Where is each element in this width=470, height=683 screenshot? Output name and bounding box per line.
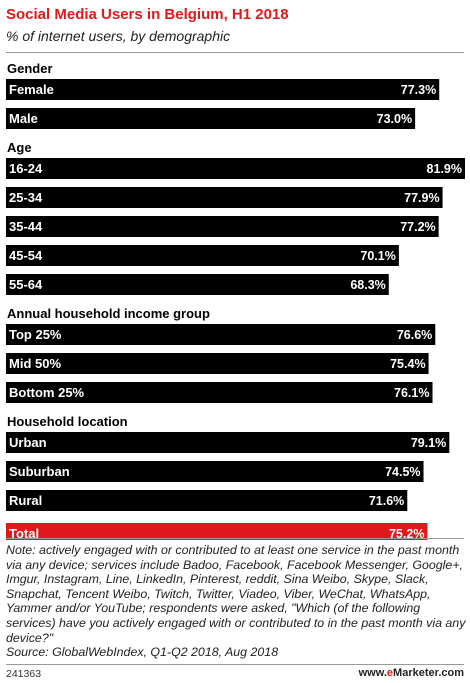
bar: [6, 353, 429, 374]
bar-value-label: 77.2%: [400, 220, 435, 234]
brand-name: Marketer: [393, 667, 439, 679]
bar: [6, 324, 436, 345]
bar-category-label: 16-24: [9, 161, 43, 176]
bar: [6, 158, 465, 179]
bar: [6, 432, 450, 453]
bar-value-label: 76.6%: [397, 328, 432, 342]
bar-value-label: 68.3%: [350, 278, 385, 292]
bar-value-label: 77.9%: [404, 191, 439, 205]
group-heading: Household location: [7, 414, 128, 429]
bar: [6, 216, 439, 237]
bar-category-label: Urban: [9, 435, 47, 450]
bar-value-label: 74.5%: [385, 465, 420, 479]
bar: [6, 382, 433, 403]
bar-category-label: Bottom 25%: [9, 385, 85, 400]
bar-category-label: Rural: [9, 493, 42, 508]
bar-value-label: 73.0%: [377, 112, 412, 126]
brand-e: e: [386, 667, 394, 679]
bar: [6, 523, 428, 540]
brand-suffix: .com: [438, 667, 464, 679]
bottom-divider: [6, 664, 464, 665]
bar-category-label: Female: [9, 82, 54, 97]
bar-value-label: 77.3%: [401, 83, 436, 97]
bar-category-label: 25-34: [9, 190, 43, 205]
bar-value-label: 76.1%: [394, 386, 429, 400]
bar-category-label: Mid 50%: [9, 356, 61, 371]
group-heading: Gender: [7, 61, 53, 76]
bar-category-label: Total: [9, 526, 39, 540]
bar-category-label: Top 25%: [9, 327, 62, 342]
bar-category-label: Male: [9, 111, 38, 126]
chart-id: 241363: [6, 668, 42, 680]
bar: [6, 274, 389, 295]
bar-value-label: 70.1%: [360, 249, 395, 263]
bar-value-label: 75.4%: [390, 357, 425, 371]
bar-chart: Gender Female 77.3% Male 73.0% Age 16-24 81.9% 2…: [6, 61, 465, 540]
chart-title: Social Media Users in Belgium, H1 2018: [6, 6, 289, 23]
group-heading: Age: [7, 140, 32, 155]
footnote-note: Note: actively engaged with or contribut…: [6, 543, 466, 645]
bar: [6, 490, 408, 511]
chart-subtitle: % of internet users, by demographic: [6, 28, 231, 44]
bar-value-label: 79.1%: [411, 436, 446, 450]
emarketer-logo: www.eMarketer.com: [359, 667, 464, 679]
bar-category-label: 35-44: [9, 219, 43, 234]
bar-category-label: Suburban: [9, 464, 70, 479]
bar: [6, 187, 443, 208]
bar: [6, 79, 440, 100]
bar-category-label: 45-54: [9, 248, 43, 263]
bar-value-label: 81.9%: [427, 162, 462, 176]
bar-category-label: 55-64: [9, 277, 43, 292]
footnote-source: Source: GlobalWebIndex, Q1-Q2 2018, Aug …: [6, 645, 279, 660]
bar-value-label: 75.2%: [389, 527, 424, 540]
group-heading: Annual household income group: [7, 306, 210, 321]
footer-divider: [6, 538, 464, 539]
bar: [6, 245, 399, 266]
footnote: Note: actively engaged with or contribut…: [6, 543, 466, 660]
bar: [6, 108, 416, 129]
brand-prefix: www.: [358, 667, 387, 679]
header-divider: [6, 52, 464, 53]
bar: [6, 461, 424, 482]
bar-value-label: 71.6%: [369, 494, 404, 508]
